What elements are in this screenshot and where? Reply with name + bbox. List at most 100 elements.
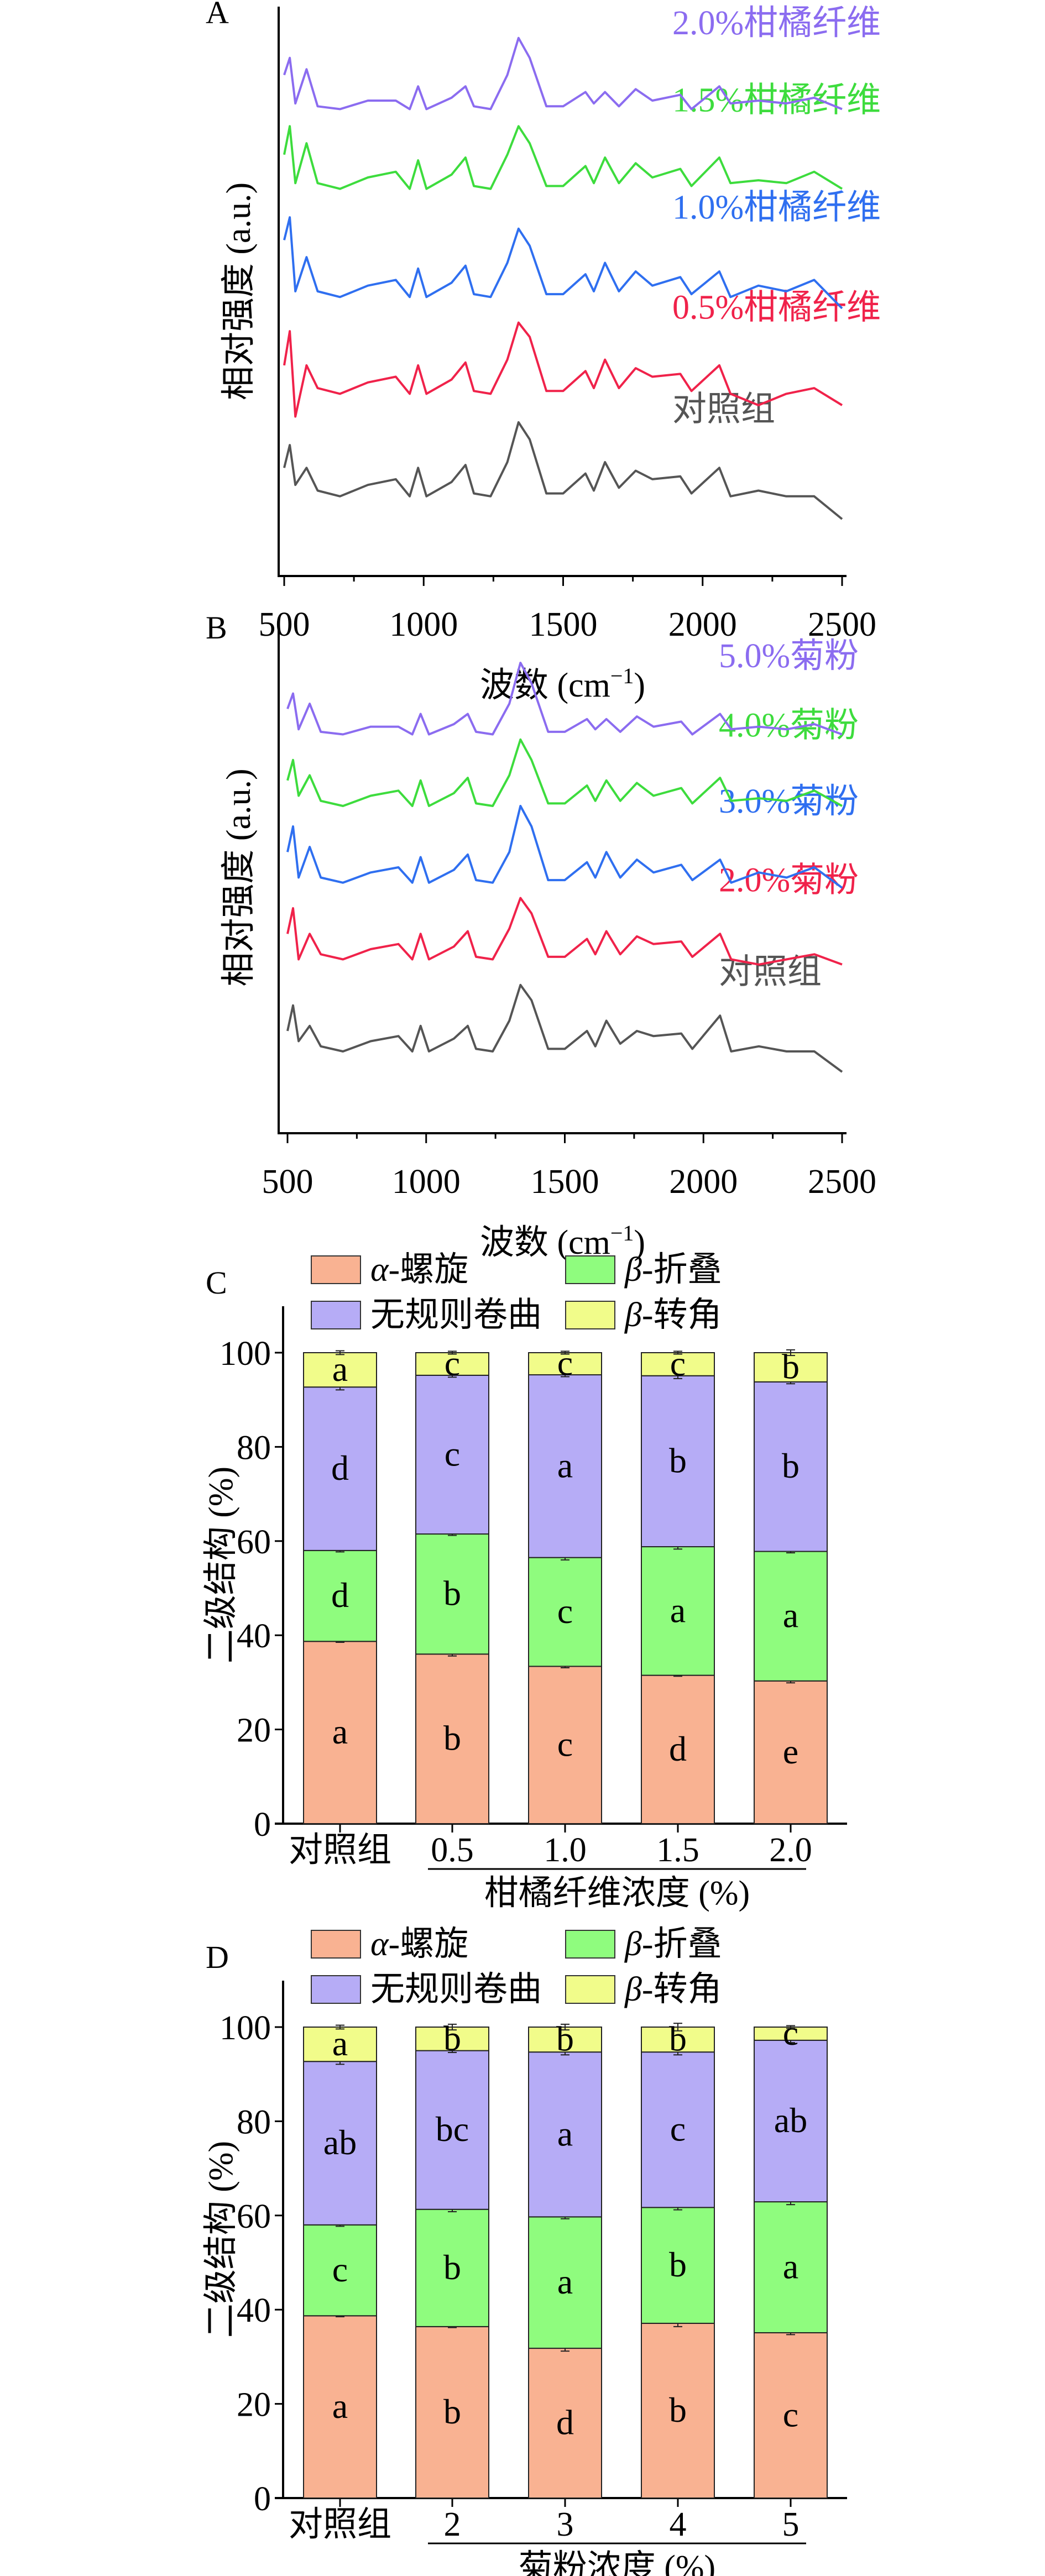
significance-letter: b (782, 1446, 800, 1485)
legend-name: -转角 (642, 1296, 722, 1334)
series-line (283, 125, 843, 190)
legend-name: -折叠 (642, 1925, 722, 1963)
series-label: 0.5%柑橘纤维 (672, 289, 881, 327)
panel-A: A 500 1000 1500 2000 2500 波数 (cm−1) 相对强度 (a.u.)… (206, 0, 881, 704)
bar-segment (303, 1549, 377, 1642)
y-tick-label: 80 (237, 1429, 271, 1467)
bar-segment (303, 1641, 377, 1824)
x-tick-label: 0.5 (431, 1831, 474, 1869)
legend-swatch (311, 1975, 361, 2004)
x-group-label: 柑橘纤维浓度 (%) (484, 1875, 750, 1912)
significance-letter: c (670, 1344, 686, 1383)
bar-segment (641, 1352, 715, 1376)
y-tick-label: 40 (237, 1617, 271, 1655)
significance-letter: b (669, 1441, 687, 1480)
legend-greek: β (624, 1925, 642, 1963)
x-axis-label-text: 波数 (cm (480, 1224, 610, 1261)
bar-segment (641, 1674, 715, 1825)
bar-segment (754, 1551, 828, 1682)
x-axis-label-sup: −1 (610, 663, 634, 688)
legend-label: α-螺旋 (370, 1251, 468, 1289)
significance-letter: a (332, 1712, 348, 1751)
panel-letter: A (206, 0, 229, 30)
x-tick-label: 2500 (808, 1163, 876, 1201)
legend-swatch (311, 1301, 361, 1329)
significance-letter: c (557, 1591, 573, 1631)
x-tick-label: 500 (262, 1163, 314, 1201)
significance-letter: c (445, 1343, 460, 1383)
significance-letter: ab (774, 2101, 807, 2140)
significance-letter: b (669, 2245, 687, 2284)
legend-swatch (565, 1930, 615, 1959)
series-line (283, 421, 843, 520)
legend-label: β-折叠 (624, 1925, 722, 1963)
significance-letter: d (331, 1575, 349, 1615)
significance-letter: d (669, 1729, 687, 1768)
significance-letter: c (445, 1434, 460, 1473)
series-label: 对照组 (672, 390, 775, 428)
legend-greek: α (370, 1925, 389, 1963)
significance-letter: c (332, 2250, 348, 2289)
significance-letter: b (443, 1574, 461, 1613)
x-tick-label: 2 (444, 2506, 461, 2543)
x-group-label: 菊粉浓度 (%) (519, 2549, 715, 2576)
bar-segment (415, 1374, 489, 1535)
y-tick-label: 20 (237, 2386, 271, 2424)
y-axis-label: 二级结构 (%) (202, 1467, 240, 1663)
legend-name: 无规则卷曲 (370, 1296, 542, 1334)
bar-segment (754, 2039, 828, 2203)
bar-segment (641, 1375, 715, 1548)
legend-greek: α (370, 1251, 389, 1289)
bar-segment (528, 2051, 602, 2218)
series-label: 5.0%菊粉 (719, 637, 859, 675)
legend-greek: β (624, 1971, 642, 2008)
series-line (286, 738, 843, 807)
x-tick-label: 2500 (808, 606, 876, 643)
legend-swatch (311, 1930, 361, 1959)
bar-segment (528, 2216, 602, 2349)
legend-swatch (565, 1301, 615, 1329)
panel-letter: B (206, 610, 227, 646)
legend-name: -螺旋 (389, 1251, 469, 1289)
x-tick-label: 2000 (669, 1163, 738, 1201)
x-tick-label: 1000 (392, 1163, 461, 1201)
legend-name: -折叠 (642, 1251, 722, 1289)
significance-letter: b (443, 1719, 461, 1758)
bar-segment (303, 2315, 377, 2499)
panel-letter: D (206, 1939, 229, 1975)
series-line (283, 216, 843, 310)
legend-label: 无规则卷曲 (370, 1971, 542, 2008)
y-axis-label: 相对强度 (a.u.) (220, 182, 258, 400)
significance-letter: d (331, 1448, 349, 1488)
legend-name: -螺旋 (389, 1925, 469, 1963)
legend-name: 无规则卷曲 (370, 1971, 542, 2008)
significance-letter: c (783, 2013, 798, 2053)
x-axis-label-sup: −1 (610, 1221, 634, 1245)
bar-segment (641, 1546, 715, 1676)
y-tick-label: 20 (237, 1712, 271, 1750)
series-label: 4.0%菊粉 (719, 707, 859, 745)
y-tick-label: 40 (237, 2292, 271, 2329)
significance-letter: d (556, 2403, 574, 2442)
x-tick-label: 5 (782, 2506, 800, 2543)
significance-letter: a (557, 2262, 573, 2301)
bar-segment (303, 2027, 377, 2062)
x-axis-label-close: ) (634, 667, 645, 704)
y-tick-label: 60 (237, 1523, 271, 1561)
significance-letter: a (332, 2386, 348, 2426)
significance-letter: b (669, 2019, 687, 2059)
x-tick-label: 2000 (668, 606, 737, 643)
y-tick-label: 0 (254, 2480, 271, 2518)
legend-greek: β (624, 1251, 642, 1289)
significance-letter: a (783, 2247, 798, 2286)
legend-label: α-螺旋 (370, 1925, 468, 1963)
x-axis-label: 波数 (cm−1) (480, 1221, 645, 1261)
bar-segment (528, 2348, 602, 2499)
legend-swatch (311, 1255, 361, 1284)
x-tick-label: 对照组 (289, 2506, 391, 2543)
x-axis-label-text: 波数 (cm (480, 667, 610, 704)
x-tick-label: 对照组 (289, 1831, 391, 1869)
significance-letter: a (670, 1590, 686, 1630)
significance-letter: c (557, 1725, 573, 1764)
